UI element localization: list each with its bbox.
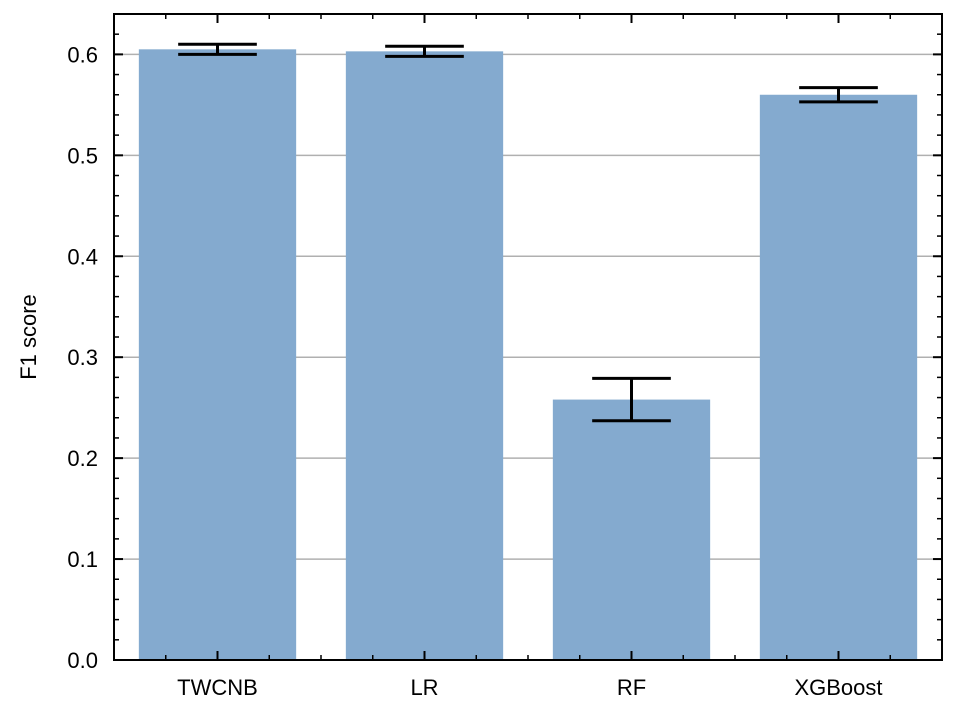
bars xyxy=(138,49,918,661)
y-tick-label: 0.4 xyxy=(67,244,98,269)
x-tick-label-xgboost: XGBoost xyxy=(794,675,882,700)
y-tick-label: 0.1 xyxy=(67,547,98,572)
y-tick-label: 0.2 xyxy=(67,446,98,471)
error-bar-lr xyxy=(385,44,464,58)
error-bars xyxy=(178,42,878,423)
y-tick-label: 0.3 xyxy=(67,345,98,370)
y-tick-labels: 0.0 0.1 0.2 0.3 0.4 0.5 0.6 xyxy=(67,42,98,673)
error-bar-rf xyxy=(592,376,671,423)
y-tick-label: 0.0 xyxy=(67,648,98,673)
x-tick-label-rf: RF xyxy=(617,675,646,700)
bar-rf xyxy=(552,399,711,660)
bar-lr xyxy=(345,51,504,661)
error-bar-xgboost xyxy=(799,86,878,104)
y-axis-title: F1 score xyxy=(16,294,41,380)
x-tick-labels: TWCNB LR RF XGBoost xyxy=(177,675,882,700)
y-tick-label: 0.5 xyxy=(67,143,98,168)
x-tick-label-lr: LR xyxy=(410,675,438,700)
axis-ticks xyxy=(114,13,942,661)
bar-twcnb xyxy=(138,49,297,660)
error-bar-twcnb xyxy=(178,42,257,56)
x-tick-label-twcnb: TWCNB xyxy=(177,675,258,700)
bar-xgboost xyxy=(759,94,918,660)
y-tick-label: 0.6 xyxy=(67,42,98,67)
